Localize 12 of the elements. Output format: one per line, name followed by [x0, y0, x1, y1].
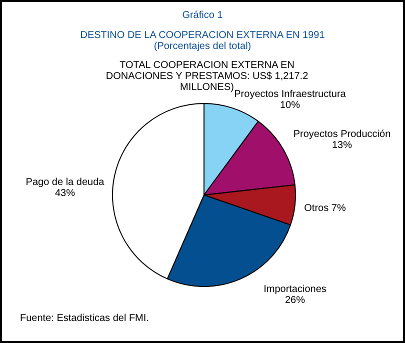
slice-label: Proyectos Producción [293, 128, 391, 140]
chart-subtitle: (Porcentajes del total) [152, 41, 252, 52]
slice-label: Pago de la deuda [26, 176, 105, 188]
slice-label: Importaciones [264, 284, 326, 295]
text: Gráfico 1 [181, 10, 224, 21]
data-label: 10% [280, 100, 300, 111]
data-label: 43% [54, 188, 76, 199]
data-label: 26% [284, 294, 306, 306]
slice-label: Otros 7% [304, 202, 346, 214]
chart-title: DESTINO DE LA COOPERACION EXTERNA EN 1991 [79, 30, 326, 41]
data-label: 13% [332, 140, 352, 151]
source-note: Fuente: Estadisticas del FMI. [20, 313, 149, 324]
